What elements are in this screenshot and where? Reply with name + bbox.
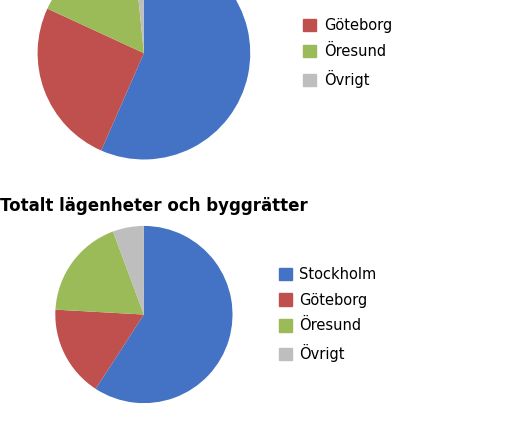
Wedge shape <box>101 0 250 159</box>
Wedge shape <box>133 0 144 53</box>
Legend: Stockholm, Göteborg, Öresund, Övrigt: Stockholm, Göteborg, Öresund, Övrigt <box>273 261 382 368</box>
Wedge shape <box>56 310 144 389</box>
Wedge shape <box>56 232 144 315</box>
Wedge shape <box>96 226 232 403</box>
Wedge shape <box>47 0 144 53</box>
Wedge shape <box>38 8 144 151</box>
Text: Totalt lägenheter och byggrätter: Totalt lägenheter och byggrätter <box>1 197 308 215</box>
Wedge shape <box>113 226 144 315</box>
Legend: Göteborg, Öresund, Övrigt: Göteborg, Öresund, Övrigt <box>298 12 398 94</box>
